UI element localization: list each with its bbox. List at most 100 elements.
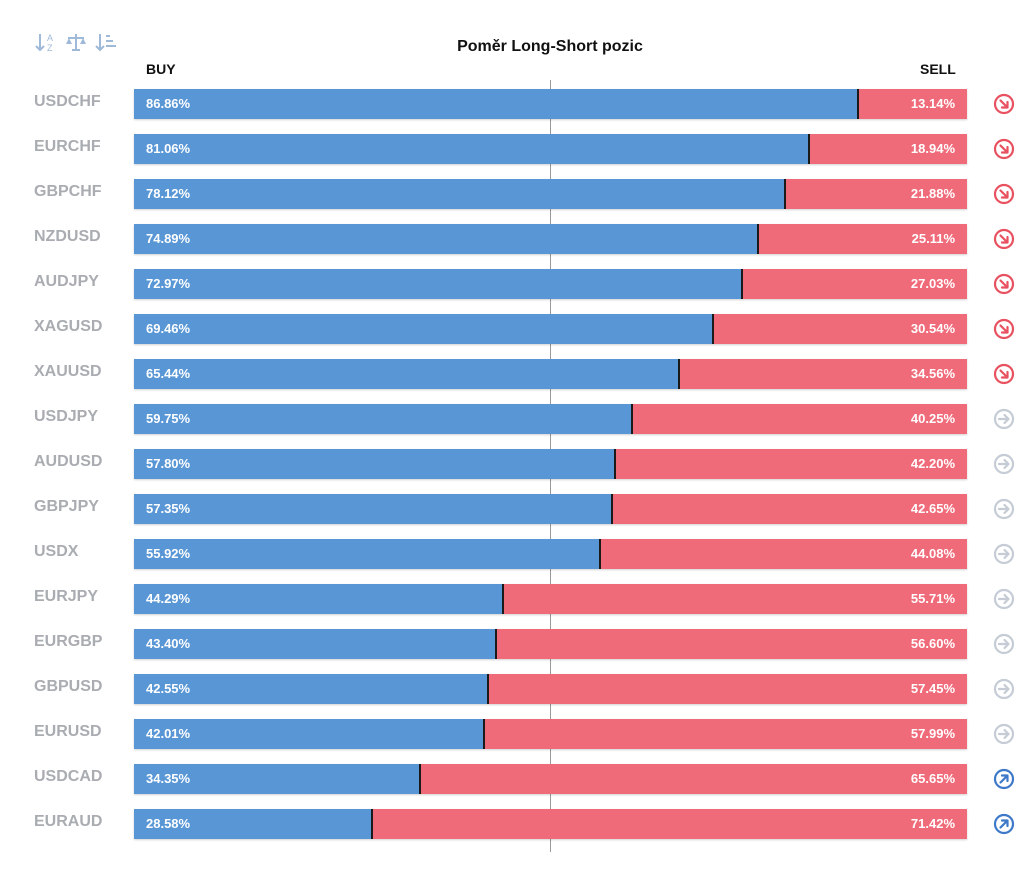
sell-percent-label: 27.03% — [910, 276, 955, 291]
ratio-bar[interactable]: 69.46% 30.54% — [134, 314, 967, 344]
sell-percent-label: 57.45% — [910, 681, 955, 696]
ratio-divider — [630, 404, 633, 434]
buy-percent-label: 69.46% — [146, 321, 191, 336]
sell-percent-label: 13.14% — [910, 96, 955, 111]
chart-row: EURJPY 44.29% 55.71% — [0, 584, 1033, 614]
buy-percent-label: 44.29% — [146, 591, 191, 606]
ratio-bar[interactable]: 42.55% 57.45% — [134, 674, 967, 704]
buy-bar — [134, 449, 616, 479]
buy-percent-label: 78.12% — [146, 186, 191, 201]
symbol-label: USDCHF — [34, 93, 101, 110]
symbol-label: GBPJPY — [34, 498, 99, 515]
trend-down-icon[interactable] — [993, 138, 1015, 160]
buy-bar — [134, 674, 489, 704]
trend-down-icon[interactable] — [993, 183, 1015, 205]
ratio-bar[interactable]: 43.40% 56.60% — [134, 629, 967, 659]
buy-bar — [134, 764, 421, 794]
symbol-label: USDCAD — [34, 768, 103, 785]
sell-bar — [420, 764, 967, 794]
sell-bar — [615, 449, 967, 479]
chart-row: EURUSD 42.01% 57.99% — [0, 719, 1033, 749]
symbol-label: XAUUSD — [34, 363, 102, 380]
symbol-label: GBPUSD — [34, 678, 103, 695]
trend-neutral-icon[interactable] — [993, 408, 1015, 430]
sell-percent-label: 65.65% — [910, 771, 955, 786]
trend-neutral-icon[interactable] — [993, 678, 1015, 700]
ratio-bar[interactable]: 34.35% 65.65% — [134, 764, 967, 794]
ratio-bar[interactable]: 42.01% 57.99% — [134, 719, 967, 749]
symbol-label: NZDUSD — [34, 228, 101, 245]
sell-percent-label: 57.99% — [910, 726, 955, 741]
sell-percent-label: 55.71% — [910, 591, 955, 606]
chart-row: XAGUSD 69.46% 30.54% — [0, 314, 1033, 344]
ratio-divider — [783, 179, 786, 209]
buy-bar — [134, 719, 484, 749]
sort-amount-icon[interactable] — [94, 30, 118, 54]
chart-row: USDX 55.92% 44.08% — [0, 539, 1033, 569]
ratio-divider — [494, 629, 497, 659]
trend-down-icon[interactable] — [993, 363, 1015, 385]
ratio-divider — [740, 269, 743, 299]
buy-bar — [134, 809, 373, 839]
sell-bar — [679, 359, 967, 389]
balance-scale-icon[interactable] — [64, 30, 88, 54]
trend-neutral-icon[interactable] — [993, 543, 1015, 565]
ratio-bar[interactable]: 86.86% 13.14% — [134, 89, 967, 119]
buy-bar — [134, 584, 503, 614]
ratio-bar[interactable]: 28.58% 71.42% — [134, 809, 967, 839]
svg-text:Z: Z — [47, 43, 53, 53]
ratio-bar[interactable]: 55.92% 44.08% — [134, 539, 967, 569]
ratio-bar[interactable]: 81.06% 18.94% — [134, 134, 967, 164]
ratio-bar[interactable]: 65.44% 34.56% — [134, 359, 967, 389]
ratio-bar[interactable]: 74.89% 25.11% — [134, 224, 967, 254]
symbol-label: EURUSD — [34, 723, 102, 740]
ratio-bar[interactable]: 72.97% 27.03% — [134, 269, 967, 299]
trend-up-icon[interactable] — [993, 813, 1015, 835]
trend-neutral-icon[interactable] — [993, 723, 1015, 745]
trend-neutral-icon[interactable] — [993, 633, 1015, 655]
trend-down-icon[interactable] — [993, 318, 1015, 340]
trend-neutral-icon[interactable] — [993, 498, 1015, 520]
symbol-label: XAGUSD — [34, 318, 103, 335]
trend-down-icon[interactable] — [993, 228, 1015, 250]
trend-neutral-icon[interactable] — [993, 453, 1015, 475]
trend-down-icon[interactable] — [993, 273, 1015, 295]
sell-percent-label: 44.08% — [910, 546, 955, 561]
sell-bar — [372, 809, 967, 839]
ratio-divider — [610, 494, 613, 524]
chart-title: Poměr Long-Short pozic — [457, 38, 643, 55]
chart-row: EURAUD 28.58% 71.42% — [0, 809, 1033, 839]
sell-bar — [599, 539, 967, 569]
buy-percent-label: 74.89% — [146, 231, 191, 246]
trend-down-icon[interactable] — [993, 93, 1015, 115]
ratio-bar[interactable]: 78.12% 21.88% — [134, 179, 967, 209]
ratio-bar[interactable]: 57.35% 42.65% — [134, 494, 967, 524]
ratio-bar[interactable]: 44.29% 55.71% — [134, 584, 967, 614]
symbol-label: AUDUSD — [34, 453, 103, 470]
buy-percent-label: 57.35% — [146, 501, 191, 516]
ratio-divider — [808, 134, 811, 164]
trend-neutral-icon[interactable] — [993, 588, 1015, 610]
chart-row: GBPJPY 57.35% 42.65% — [0, 494, 1033, 524]
buy-percent-label: 55.92% — [146, 546, 191, 561]
chart-row: USDCAD 34.35% 65.65% — [0, 764, 1033, 794]
sort-alpha-icon[interactable]: A Z — [34, 30, 58, 54]
chart-row: GBPCHF 78.12% 21.88% — [0, 179, 1033, 209]
sell-bar — [488, 674, 967, 704]
symbol-label: EURJPY — [34, 588, 99, 605]
buy-percent-label: 42.55% — [146, 681, 191, 696]
ratio-divider — [371, 809, 374, 839]
buy-header: BUY — [146, 61, 176, 77]
sell-percent-label: 21.88% — [910, 186, 955, 201]
ratio-divider — [419, 764, 422, 794]
buy-percent-label: 59.75% — [146, 411, 191, 426]
buy-bar — [134, 404, 632, 434]
ratio-bar[interactable]: 59.75% 40.25% — [134, 404, 967, 434]
chart-row: NZDUSD 74.89% 25.11% — [0, 224, 1033, 254]
sell-percent-label: 18.94% — [910, 141, 955, 156]
sell-bar — [712, 314, 967, 344]
ratio-bar[interactable]: 57.80% 42.20% — [134, 449, 967, 479]
ratio-divider — [501, 584, 504, 614]
buy-bar — [134, 224, 758, 254]
trend-up-icon[interactable] — [993, 768, 1015, 790]
